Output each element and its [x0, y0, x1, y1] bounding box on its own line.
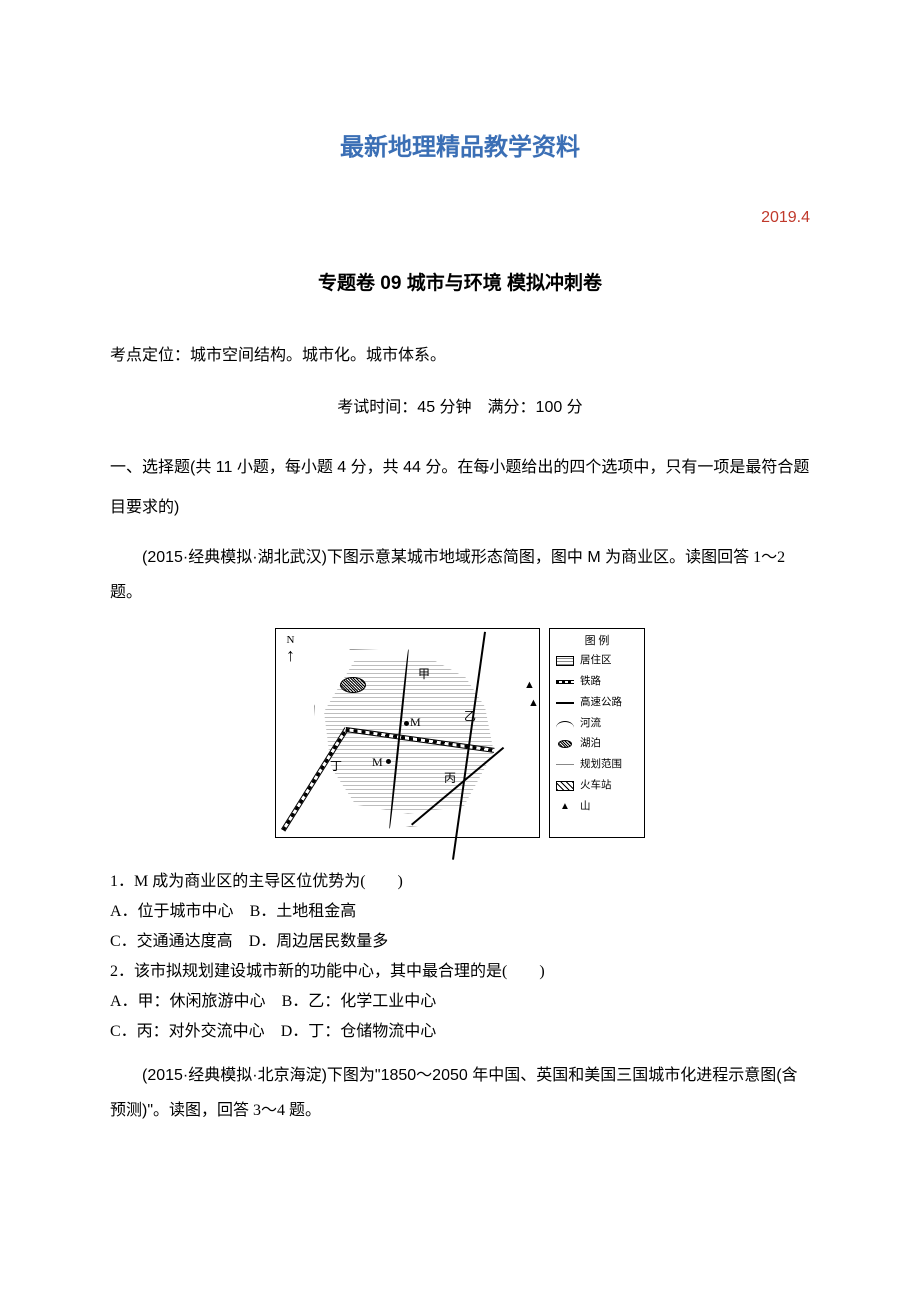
legend-river-label: 河流 — [580, 716, 601, 732]
legend-row-river: 河流 — [555, 716, 639, 732]
label-m-2: M — [372, 753, 383, 771]
stem-1-2: (2015·经典模拟·湖北武汉)下图示意某城市地域形态简图，图中 M 为商业区。… — [110, 540, 810, 610]
legend-rail-icon — [555, 676, 575, 688]
legend-row-rail: 铁路 — [555, 674, 639, 690]
legend-row-mtn: ▲山 — [555, 799, 639, 815]
q1-options-ab: A．位于城市中心 B．土地租金高 — [110, 900, 810, 924]
legend-rail-label: 铁路 — [580, 674, 601, 690]
label-yi: 乙 — [464, 707, 476, 725]
exam-info: 考试时间：45 分钟 满分：100 分 — [110, 396, 810, 420]
map-box: N ↑ 甲 乙 丙 丁 M M ▲ ▲ — [275, 628, 540, 838]
north-arrow-icon: N ↑ — [286, 635, 295, 664]
legend-station-label: 火车站 — [580, 778, 612, 794]
legend-row-res: 居住区 — [555, 653, 639, 669]
section-1-head-b: 共 11 小题，每小题 4 分，共 44 分。在每小题给出的四个选项中，只有一项… — [110, 459, 809, 516]
stem-3-4-suffix: 回答 3～4 题。 — [217, 1102, 321, 1119]
legend-lake-label: 湖泊 — [580, 736, 601, 752]
section-1-head-c: ) — [174, 499, 179, 516]
legend-station-icon — [555, 780, 575, 792]
date-text: 2019.4 — [110, 206, 810, 230]
lake-shape — [340, 677, 366, 693]
mountain-icon-1: ▲ — [524, 677, 535, 694]
label-m-1: M — [410, 713, 421, 731]
label-ding: 丁 — [330, 757, 342, 775]
kaodian-label: 考点定位： — [110, 347, 190, 364]
section-1-head: 一、选择题(共 11 小题，每小题 4 分，共 44 分。在每小题给出的四个选项… — [110, 448, 810, 528]
legend-hwy-label: 高速公路 — [580, 695, 622, 711]
kaodian-text: 城市空间结构。城市化。城市体系。 — [190, 347, 446, 364]
kaodian-line: 考点定位：城市空间结构。城市化。城市体系。 — [110, 344, 810, 368]
arrow-icon: ↑ — [286, 646, 295, 664]
legend-row-hwy: 高速公路 — [555, 695, 639, 711]
main-title: 最新地理精品教学资料 — [110, 130, 810, 166]
q2-options-cd: C．丙：对外交流中心 D．丁：仓储物流中心 — [110, 1020, 810, 1044]
q1-opt-a: A．位于城市中心 — [110, 903, 234, 920]
figure-wrap: N ↑ 甲 乙 丙 丁 M M ▲ ▲ 图 例 居住区 铁路 — [110, 628, 810, 846]
stem-3-4: (2015·经典模拟·北京海淀)下图为"1850～2050 年中国、英国和美国三… — [110, 1058, 810, 1128]
legend-plan-label: 规划范围 — [580, 757, 622, 773]
legend-row-plan: 规划范围 — [555, 757, 639, 773]
legend-river-icon — [555, 718, 575, 730]
legend-mtn-label: 山 — [580, 799, 591, 815]
legend-lake-icon — [555, 738, 575, 750]
stem-1-2-prefix: (2015·经典模拟·湖北武汉)下图示意某城市地域形态简图，图中 M 为商业区。 — [142, 549, 685, 566]
legend-title: 图 例 — [555, 633, 639, 650]
stem-3-4-prefix: (2015·经典模拟·北京海淀)下图为"1850～2050 年中国、英国和美国三… — [110, 1067, 798, 1119]
legend-plan-icon — [555, 759, 575, 771]
legend-hwy-icon — [555, 697, 575, 709]
q1-opt-c: C．交通通达度高 — [110, 933, 233, 950]
legend-row-lake: 湖泊 — [555, 736, 639, 752]
q1-stem: 1．M 成为商业区的主导区位优势为( ) — [110, 870, 810, 894]
q2-stem: 2．该市拟规划建设城市新的功能中心，其中最合理的是( ) — [110, 960, 810, 984]
m-dot-2 — [386, 759, 391, 764]
q2-opt-c: C．丙：对外交流中心 — [110, 1023, 265, 1040]
q1-opt-d: D．周边居民数量多 — [249, 933, 389, 950]
section-1-head-a: 一、选择题( — [110, 459, 195, 476]
mountain-icon-2: ▲ — [528, 695, 539, 712]
q1-opt-b: B．土地租金高 — [250, 903, 357, 920]
label-bing: 丙 — [444, 769, 456, 787]
q2-options-ab: A．甲：休闲旅游中心 B．乙：化学工业中心 — [110, 990, 810, 1014]
q2-opt-a: A．甲：休闲旅游中心 — [110, 993, 266, 1010]
q2-opt-b: B．乙：化学工业中心 — [282, 993, 437, 1010]
q1-options-cd: C．交通通达度高 D．周边居民数量多 — [110, 930, 810, 954]
m-dot-1 — [404, 721, 409, 726]
legend-mtn-icon: ▲ — [555, 801, 575, 813]
q2-opt-d: D．丁：仓储物流中心 — [281, 1023, 437, 1040]
city-map-figure: N ↑ 甲 乙 丙 丁 M M ▲ ▲ 图 例 居住区 铁路 — [275, 628, 645, 838]
legend-res-label: 居住区 — [580, 653, 612, 669]
legend-res-icon — [555, 655, 575, 667]
legend-row-station: 火车站 — [555, 778, 639, 794]
subtitle: 专题卷 09 城市与环境 模拟冲刺卷 — [110, 270, 810, 299]
label-jia: 甲 — [418, 665, 430, 683]
legend-box: 图 例 居住区 铁路 高速公路 河流 湖泊 规划范围 火车站 ▲山 — [549, 628, 645, 838]
